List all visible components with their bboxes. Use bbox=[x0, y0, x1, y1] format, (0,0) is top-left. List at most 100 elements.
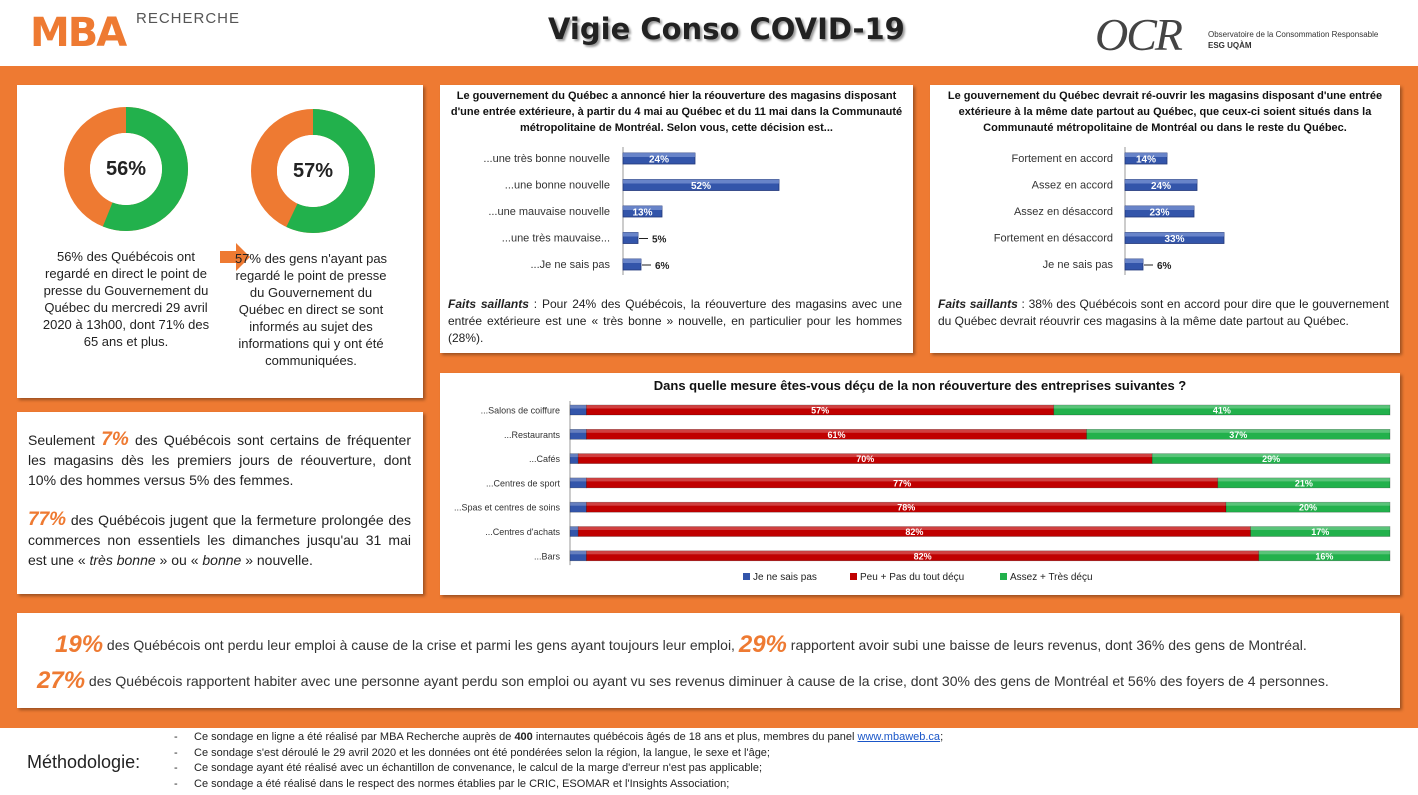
methodology-text: ; bbox=[940, 731, 944, 743]
legend-label: Je ne sais pas bbox=[753, 572, 817, 583]
donut-svg-2 bbox=[251, 109, 375, 233]
category-label: Assez en accord bbox=[1032, 180, 1113, 192]
summary-line-2: 27% des Québécois rapportent habiter ave… bbox=[37, 667, 1329, 695]
chart-panel-disappointment: Dans quelle mesure êtes-vous déçu de la … bbox=[440, 373, 1400, 595]
bar-highlight bbox=[1250, 526, 1390, 530]
bar-highlight bbox=[1053, 405, 1390, 409]
donut-value-2: 57% bbox=[292, 160, 334, 182]
bar-highlight bbox=[1152, 453, 1390, 458]
faits-text: : 38% des Québécois sont en accord pour … bbox=[938, 297, 1389, 328]
bar-highlight bbox=[586, 477, 1218, 482]
bar-segment bbox=[1225, 501, 1391, 513]
value-label: 13% bbox=[632, 208, 652, 219]
chart-title: Le gouvernement du Québec devrait ré-ouv… bbox=[947, 90, 1383, 134]
fact-text: Seulement bbox=[28, 432, 102, 448]
category-label: Fortement en désaccord bbox=[994, 233, 1113, 245]
category-label: ...Centres de sport bbox=[486, 478, 561, 488]
mba-logo-text: MBA bbox=[30, 10, 127, 56]
value-label: 61% bbox=[827, 430, 845, 440]
category-label: ...Cafés bbox=[529, 454, 561, 464]
bar-highlight bbox=[1258, 550, 1390, 555]
summary-text: des Québécois rapportent habiter avec un… bbox=[85, 673, 1329, 689]
bar-segment bbox=[1086, 428, 1391, 440]
fact-italic: très bonne bbox=[89, 552, 156, 568]
mbaweb-link[interactable]: www.mbaweb.ca bbox=[857, 731, 941, 743]
ocr-logo-subtitle: Observatoire de la Consommation Responsa… bbox=[1208, 30, 1379, 39]
donut-svg-1 bbox=[64, 107, 188, 231]
bar-highlight bbox=[1125, 259, 1143, 263]
bar-highlight bbox=[623, 232, 638, 237]
donut-description-1: 56% des Québécois ont regardé en direct … bbox=[42, 249, 210, 349]
category-label: ...une très bonne nouvelle bbox=[483, 153, 610, 165]
legend-label: Peu + Pas du tout déçu bbox=[860, 572, 964, 583]
value-label: 37% bbox=[1229, 430, 1247, 440]
value-label: 70% bbox=[856, 454, 874, 464]
chart-title: Le gouvernement du Québec a annoncé hier… bbox=[450, 90, 903, 134]
bar-highlight bbox=[570, 429, 587, 433]
mba-logo-subtitle: RECHERCHE bbox=[136, 10, 241, 27]
value-label: 5% bbox=[652, 235, 667, 246]
bar-highlight bbox=[570, 477, 587, 482]
bar-highlight bbox=[1086, 429, 1390, 433]
value-label: 6% bbox=[1157, 261, 1172, 272]
chart-panel-same-date: Le gouvernement du Québec devrait ré-ouv… bbox=[930, 85, 1400, 353]
bar-chart-reopening-decision: ...une très bonne nouvelle 24% ...une bonn… bbox=[483, 147, 780, 275]
donut-description-2: 57% des gens n'ayant pas regardé le poin… bbox=[234, 251, 388, 368]
page-title: Vigie Conso COVID-19 bbox=[548, 12, 905, 46]
methodology-sample-size: 400 bbox=[514, 731, 533, 743]
category-label: Je ne sais pas bbox=[1043, 259, 1114, 271]
ocr-logo-institution: ESG UQÀM bbox=[1208, 41, 1252, 50]
value-label: 41% bbox=[1213, 406, 1231, 416]
ocr-logo: OCR Observatoire de la Consommation Resp… bbox=[1095, 8, 1395, 60]
bar-segment bbox=[1217, 477, 1391, 489]
category-label: Fortement en accord bbox=[1012, 153, 1114, 165]
legend-swatch bbox=[743, 573, 750, 580]
category-label: ...Bars bbox=[534, 551, 561, 561]
category-label: ...Spas et centres de soins bbox=[454, 503, 561, 513]
facts-panel: Seulement 7% des Québécois sont certains… bbox=[17, 412, 423, 594]
donut-panel: 56% 57% 56% des Québécois ont regardé en… bbox=[17, 85, 423, 398]
fact-text: des Québécois jugent que la fermeture pr… bbox=[28, 512, 411, 568]
category-label: Assez en désaccord bbox=[1014, 206, 1113, 218]
summary-highlight-19: 19% bbox=[55, 631, 104, 658]
bar-segment bbox=[1151, 453, 1391, 464]
methodology-list: Ce sondage en ligne a été réalisé par MB… bbox=[174, 730, 943, 792]
value-label: 6% bbox=[655, 261, 670, 272]
methodology-text: internautes québécois âgés de 18 ans et … bbox=[532, 731, 858, 743]
category-label: ...une très mauvaise... bbox=[502, 233, 610, 245]
ocr-logo-text: OCR bbox=[1095, 9, 1183, 60]
methodology-item: Ce sondage s'est déroulé le 29 avril 202… bbox=[174, 746, 943, 762]
stacked-bar-chart-disappointment: ...Salons de coiffure 57% 41% ...Restaurant… bbox=[454, 401, 1391, 583]
donut-value-segment bbox=[251, 109, 375, 233]
summary-panel: 19% des Québécois ont perdu leur emploi … bbox=[17, 613, 1400, 708]
value-label: 24% bbox=[649, 155, 669, 166]
value-label: 78% bbox=[897, 503, 915, 513]
legend-label: Assez + Très déçu bbox=[1010, 572, 1093, 583]
methodology-text: Ce sondage en ligne a été réalisé par MB… bbox=[194, 731, 515, 743]
bar-highlight bbox=[586, 405, 1054, 409]
mba-logo: MBA RECHERCHE bbox=[30, 8, 239, 56]
bar-segment bbox=[1053, 404, 1391, 416]
chart-panel-reopening-decision: Le gouvernement du Québec a annoncé hier… bbox=[440, 85, 913, 353]
bar-highlight bbox=[1125, 179, 1197, 184]
category-label: ...une mauvaise nouvelle bbox=[488, 206, 610, 218]
value-label: 16% bbox=[1315, 551, 1333, 561]
bar-chart-same-date: Fortement en accord 14% Assez en accord 24%… bbox=[994, 147, 1225, 275]
fact-paragraph-1: Seulement 7% des Québécois sont certains… bbox=[28, 430, 411, 490]
summary-highlight-29: 29% bbox=[738, 631, 787, 658]
header: MBA RECHERCHE Vigie Conso COVID-19 OCR O… bbox=[0, 0, 1418, 66]
value-label: 17% bbox=[1311, 527, 1329, 537]
bar-highlight bbox=[623, 206, 662, 210]
fact-text: » nouvelle. bbox=[241, 552, 313, 568]
value-label: 77% bbox=[893, 478, 911, 488]
fact-highlight-7: 7% bbox=[101, 429, 129, 450]
bar-highlight bbox=[623, 179, 779, 184]
category-label: ...Je ne sais pas bbox=[531, 259, 611, 271]
bar-highlight bbox=[1125, 206, 1194, 210]
bar-highlight bbox=[570, 526, 579, 530]
value-label: 33% bbox=[1164, 234, 1184, 245]
donut-chart-2: 57% bbox=[251, 109, 375, 233]
faits-saillants: Faits saillants : Pour 24% des Québécois… bbox=[448, 296, 902, 347]
donut-value-1: 56% bbox=[105, 158, 147, 180]
fact-text: » ou « bbox=[155, 552, 203, 568]
